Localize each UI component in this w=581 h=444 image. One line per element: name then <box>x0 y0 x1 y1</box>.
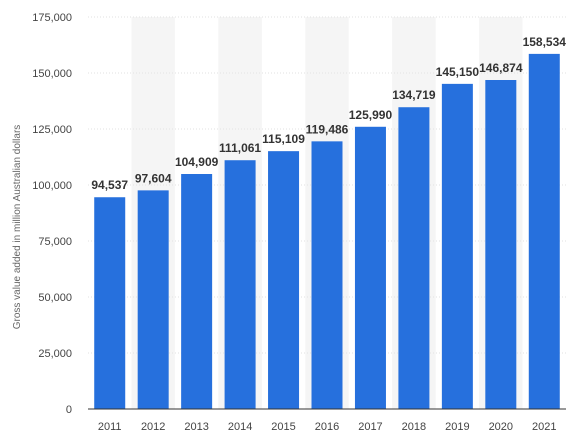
bar-2020[interactable] <box>485 80 517 409</box>
x-tick-label-2013: 2013 <box>184 421 208 433</box>
data-label-2013: 104,909 <box>175 155 219 169</box>
data-label-2015: 115,109 <box>262 132 305 146</box>
bar-2014[interactable] <box>224 160 256 409</box>
y-axis-ticks: 0 25,000 50,000 75,000 100,000 125,000 150,000… <box>32 12 72 416</box>
data-label-2020: 146,874 <box>479 61 523 75</box>
bar-2012[interactable] <box>137 190 169 409</box>
x-tick-label-2017: 2017 <box>358 421 382 433</box>
data-label-2016: 119,486 <box>306 122 349 136</box>
data-label-2021: 158,534 <box>523 35 567 49</box>
x-tick-label-2016: 2016 <box>315 421 339 433</box>
x-axis-ticks: 2011 2012 2013 2014 2015 2016 2017 2018 2019 2020… <box>98 421 557 433</box>
y-tick-label-75000: 75,000 <box>38 236 72 248</box>
bar-2011[interactable] <box>94 197 126 409</box>
x-tick-label-2012: 2012 <box>141 421 165 433</box>
y-tick-label-125000: 125,000 <box>32 124 72 136</box>
x-tick-label-2018: 2018 <box>402 421 426 433</box>
y-tick-label-25000: 25,000 <box>38 348 72 360</box>
bar-2016[interactable] <box>311 141 343 409</box>
x-tick-label-2014: 2014 <box>228 421 252 433</box>
x-tick-label-2020: 2020 <box>489 421 513 433</box>
y-tick-label-100000: 100,000 <box>32 180 72 192</box>
data-labels: 94,537 97,604104,909111,061115,109119,486… <box>91 35 566 192</box>
bar-2019[interactable] <box>441 83 473 409</box>
y-tick-label-0: 0 <box>66 404 72 416</box>
data-label-2017: 125,990 <box>349 108 393 122</box>
data-label-2018: 134,719 <box>392 88 436 102</box>
bar-2013[interactable] <box>181 174 213 409</box>
x-tick-label-2015: 2015 <box>271 421 295 433</box>
y-tick-label-50000: 50,000 <box>38 292 72 304</box>
bar-2015[interactable] <box>268 151 300 410</box>
y-tick-label-175000: 175,000 <box>32 12 72 24</box>
data-label-2019: 145,150 <box>436 65 480 79</box>
y-tick-label-150000: 150,000 <box>32 68 72 80</box>
y-axis-title: Gross value added in million Australian … <box>12 125 23 330</box>
x-tick-label-2011: 2011 <box>98 421 122 433</box>
x-tick-label-2021: 2021 <box>532 421 556 433</box>
x-tick-label-2019: 2019 <box>445 421 469 433</box>
bars <box>94 53 560 410</box>
data-label-2011: 94,537 <box>91 178 128 192</box>
bar-2021[interactable] <box>528 53 560 409</box>
data-label-2014: 111,061 <box>219 141 261 155</box>
bar-2017[interactable] <box>354 126 386 409</box>
bar-2018[interactable] <box>398 107 430 410</box>
data-label-2012: 97,604 <box>135 171 172 185</box>
